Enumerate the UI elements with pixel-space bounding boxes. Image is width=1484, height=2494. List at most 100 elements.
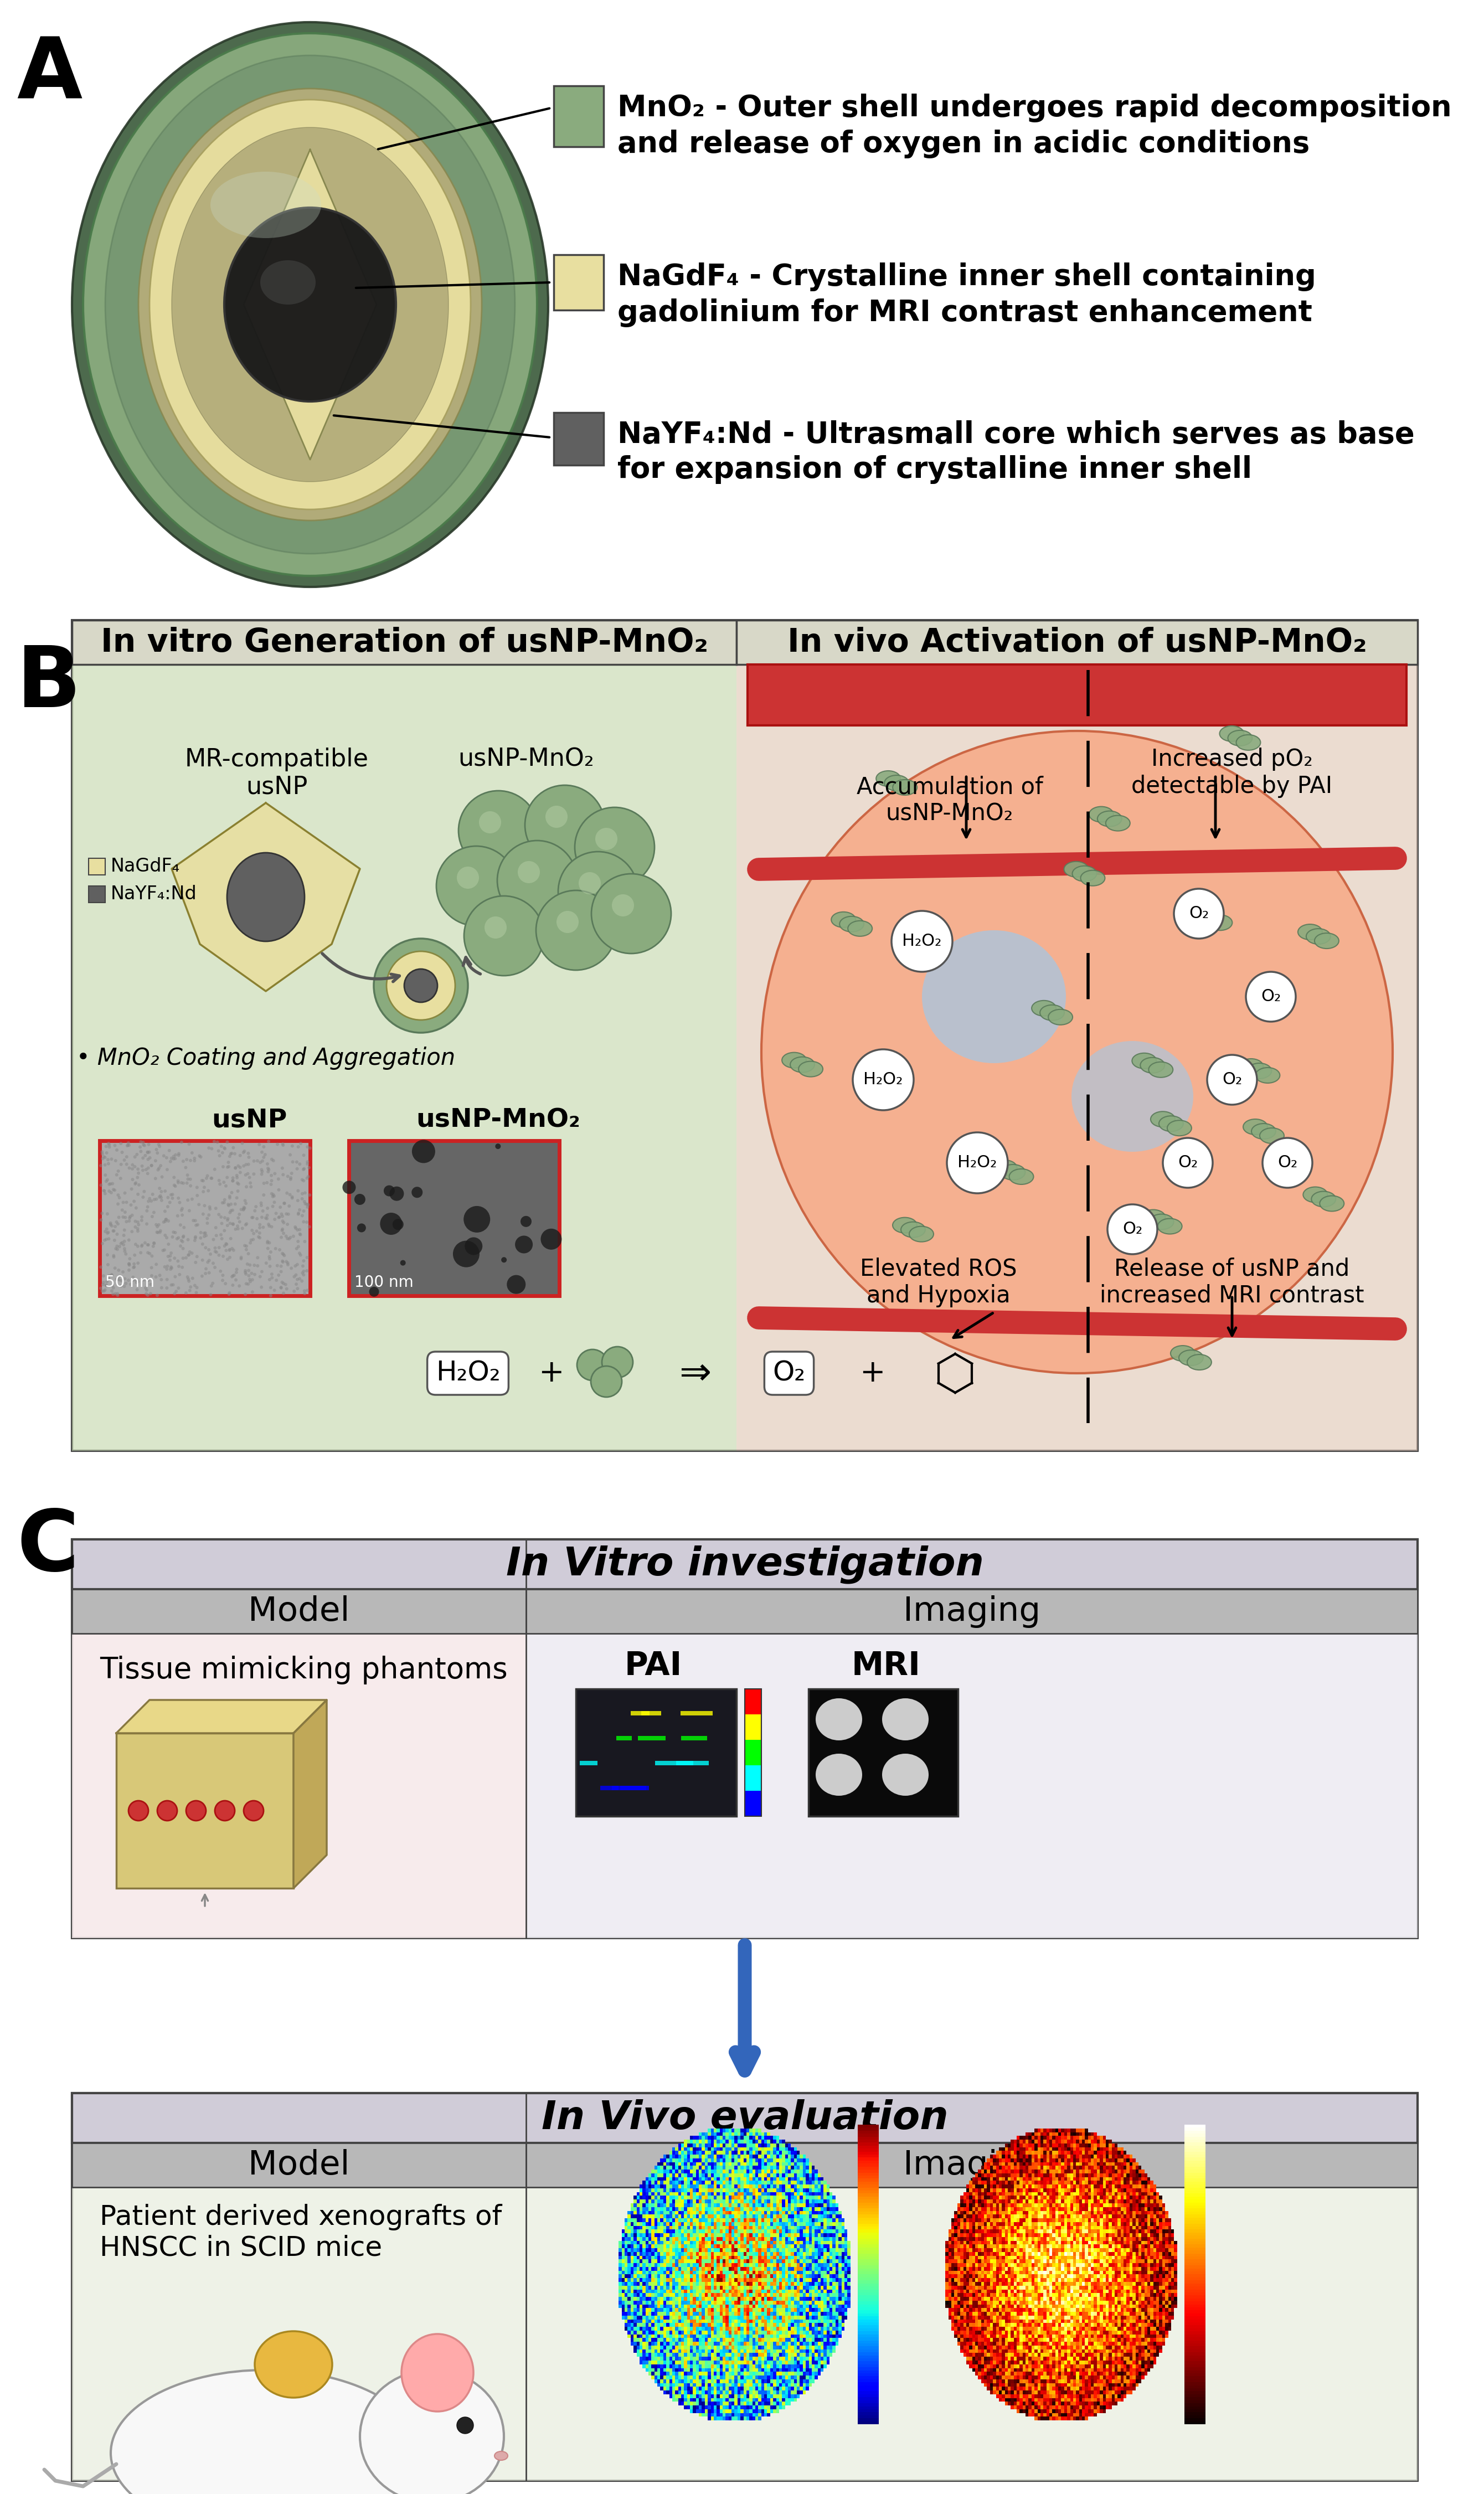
Text: NaGdF₄ - Crystalline inner shell containing: NaGdF₄ - Crystalline inner shell contain… — [617, 262, 1316, 292]
Circle shape — [191, 1220, 194, 1222]
Circle shape — [174, 1274, 177, 1279]
Circle shape — [116, 1222, 120, 1225]
Circle shape — [117, 1245, 122, 1247]
Circle shape — [246, 1172, 249, 1175]
Circle shape — [298, 1232, 303, 1237]
Circle shape — [267, 1167, 270, 1172]
Ellipse shape — [922, 930, 1066, 1062]
Circle shape — [301, 1192, 304, 1195]
Circle shape — [147, 1242, 150, 1247]
Circle shape — [1263, 1137, 1312, 1187]
Circle shape — [392, 1220, 404, 1230]
Circle shape — [233, 1274, 236, 1277]
Circle shape — [306, 1177, 309, 1180]
Circle shape — [131, 1162, 134, 1167]
Text: In vitro Generation of usNP-MnO₂: In vitro Generation of usNP-MnO₂ — [101, 626, 708, 658]
Circle shape — [294, 1274, 298, 1277]
Circle shape — [148, 1252, 151, 1254]
Circle shape — [174, 1157, 177, 1160]
Circle shape — [237, 1212, 240, 1217]
Text: usNP-MnO₂: usNP-MnO₂ — [459, 748, 594, 771]
Circle shape — [236, 1227, 240, 1230]
Circle shape — [230, 1152, 233, 1155]
Circle shape — [114, 1225, 117, 1227]
Circle shape — [187, 1237, 190, 1242]
Circle shape — [125, 1282, 128, 1284]
Text: O₂: O₂ — [773, 1359, 806, 1387]
Circle shape — [270, 1175, 273, 1177]
Circle shape — [260, 1150, 264, 1155]
Circle shape — [258, 1142, 261, 1147]
Circle shape — [111, 1182, 114, 1185]
Ellipse shape — [1255, 1067, 1279, 1082]
Circle shape — [177, 1237, 180, 1240]
Bar — [736, 663, 1417, 1452]
Circle shape — [234, 1267, 239, 1272]
Text: In Vivo evaluation: In Vivo evaluation — [542, 2100, 948, 2137]
Circle shape — [151, 1245, 154, 1247]
Circle shape — [273, 1195, 276, 1197]
Circle shape — [190, 1197, 194, 1200]
Circle shape — [208, 1212, 211, 1217]
Circle shape — [214, 1267, 217, 1269]
Circle shape — [108, 1222, 113, 1225]
Circle shape — [159, 1230, 162, 1232]
Circle shape — [114, 1292, 117, 1294]
Circle shape — [101, 1152, 104, 1155]
Circle shape — [295, 1282, 298, 1287]
Circle shape — [135, 1287, 139, 1292]
Ellipse shape — [892, 1217, 917, 1232]
Circle shape — [199, 1155, 202, 1160]
Circle shape — [105, 1177, 108, 1182]
Circle shape — [131, 1167, 134, 1170]
Bar — [73, 621, 1417, 1452]
Circle shape — [273, 1172, 276, 1175]
Circle shape — [104, 1284, 108, 1287]
Ellipse shape — [558, 850, 638, 930]
Circle shape — [135, 1282, 138, 1284]
Circle shape — [99, 1287, 102, 1289]
Circle shape — [232, 1180, 234, 1182]
Circle shape — [123, 1284, 126, 1287]
Circle shape — [172, 1230, 175, 1235]
Circle shape — [229, 1197, 232, 1200]
Circle shape — [199, 1232, 202, 1235]
Bar — [525, 1589, 1417, 1634]
Circle shape — [301, 1215, 304, 1217]
Circle shape — [282, 1232, 285, 1235]
Circle shape — [272, 1192, 275, 1197]
Circle shape — [186, 1801, 206, 1821]
Circle shape — [218, 1247, 221, 1249]
Ellipse shape — [464, 895, 543, 975]
Bar — [576, 1688, 736, 1816]
Circle shape — [110, 1272, 113, 1277]
Circle shape — [110, 1274, 114, 1277]
Circle shape — [190, 1152, 194, 1155]
Circle shape — [286, 1262, 289, 1264]
Circle shape — [226, 1217, 230, 1220]
Circle shape — [297, 1190, 300, 1192]
Circle shape — [224, 1282, 227, 1284]
Circle shape — [110, 1192, 113, 1195]
Circle shape — [370, 1287, 378, 1297]
Circle shape — [150, 1215, 154, 1217]
Circle shape — [128, 1145, 131, 1147]
Circle shape — [128, 1257, 132, 1259]
Ellipse shape — [138, 90, 482, 521]
Circle shape — [203, 1185, 206, 1190]
Circle shape — [267, 1140, 270, 1142]
Circle shape — [291, 1145, 294, 1147]
Circle shape — [236, 1165, 240, 1167]
Circle shape — [169, 1192, 172, 1197]
Circle shape — [194, 1262, 197, 1264]
Circle shape — [254, 1205, 258, 1207]
Text: H₂O₂: H₂O₂ — [864, 1072, 902, 1087]
Circle shape — [105, 1284, 108, 1287]
Circle shape — [128, 1269, 131, 1272]
Circle shape — [114, 1277, 119, 1282]
Circle shape — [196, 1195, 199, 1197]
Circle shape — [128, 1167, 131, 1170]
Circle shape — [200, 1259, 205, 1262]
Circle shape — [116, 1147, 119, 1152]
Bar — [745, 1713, 761, 1741]
